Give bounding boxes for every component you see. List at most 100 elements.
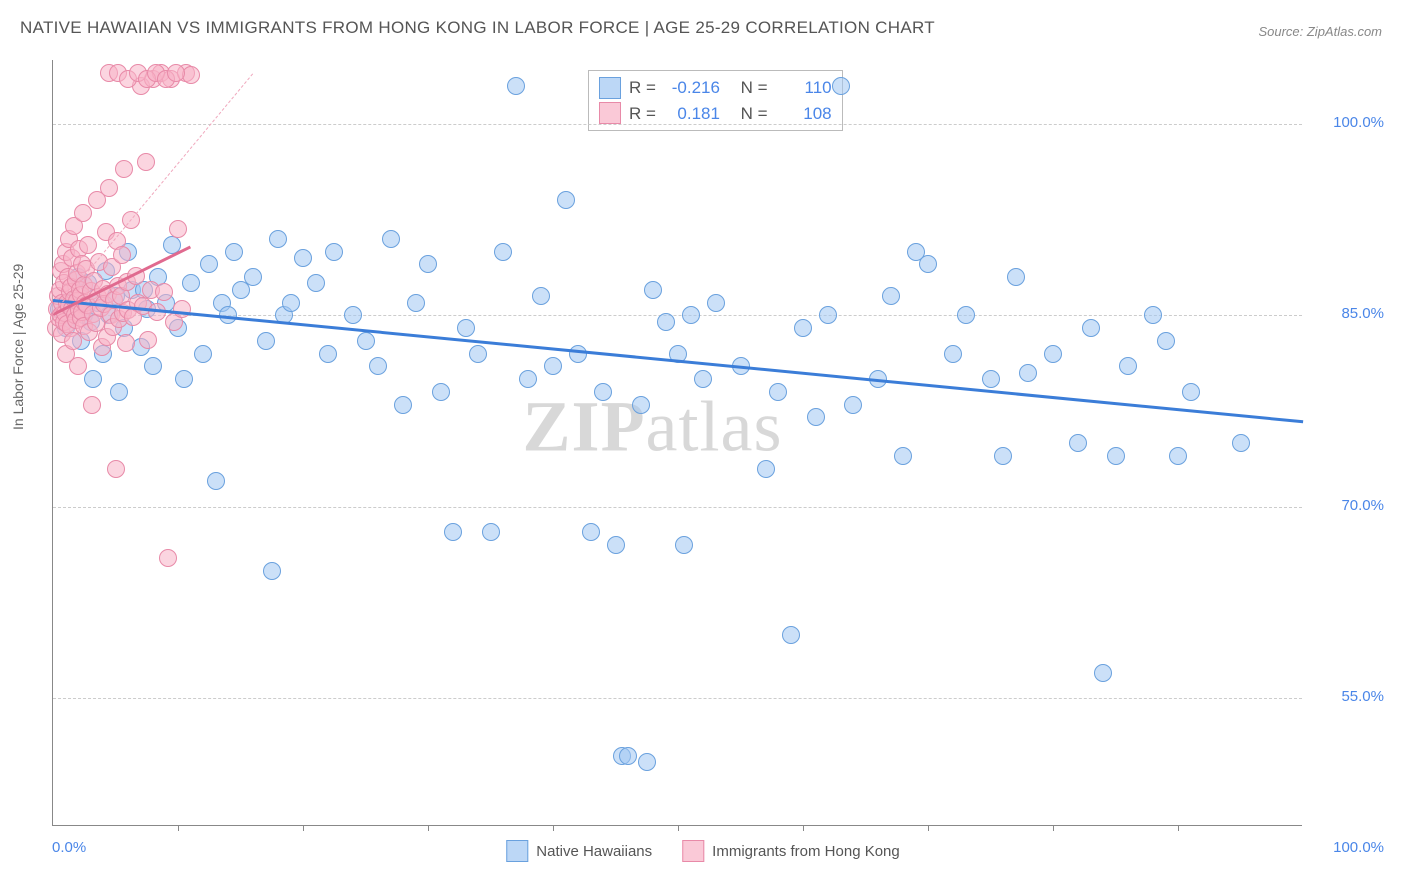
data-point-blue: [707, 294, 725, 312]
data-point-blue: [1232, 434, 1250, 452]
x-minor-tick: [428, 825, 429, 831]
data-point-blue: [794, 319, 812, 337]
legend-label-pink: Immigrants from Hong Kong: [712, 843, 900, 860]
data-point-blue: [207, 472, 225, 490]
data-point-pink: [83, 396, 101, 414]
data-point-pink: [69, 357, 87, 375]
data-point-blue: [919, 255, 937, 273]
data-point-blue: [619, 747, 637, 765]
data-point-blue: [519, 370, 537, 388]
data-point-blue: [1144, 306, 1162, 324]
data-point-blue: [632, 396, 650, 414]
data-point-blue: [882, 287, 900, 305]
data-point-pink: [100, 179, 118, 197]
data-point-blue: [832, 77, 850, 95]
data-point-blue: [1019, 364, 1037, 382]
data-point-blue: [282, 294, 300, 312]
data-point-blue: [1157, 332, 1175, 350]
data-point-blue: [419, 255, 437, 273]
x-minor-tick: [928, 825, 929, 831]
correlation-info-box: R = -0.216 N = 110 R = 0.181 N = 108: [588, 70, 843, 131]
data-point-blue: [482, 523, 500, 541]
y-axis-label: In Labor Force | Age 25-29: [10, 264, 26, 430]
data-point-blue: [263, 562, 281, 580]
x-minor-tick: [1178, 825, 1179, 831]
x-minor-tick: [303, 825, 304, 831]
data-point-pink: [173, 300, 191, 318]
info-row-pink: R = 0.181 N = 108: [599, 101, 832, 127]
correlation-chart: NATIVE HAWAIIAN VS IMMIGRANTS FROM HONG …: [0, 0, 1406, 892]
data-point-blue: [369, 357, 387, 375]
data-point-blue: [532, 287, 550, 305]
data-point-blue: [1182, 383, 1200, 401]
data-point-blue: [110, 383, 128, 401]
x-tick-max: 100.0%: [1333, 839, 1384, 856]
source-label: Source: ZipAtlas.com: [1258, 24, 1382, 39]
data-point-blue: [569, 345, 587, 363]
data-point-blue: [507, 77, 525, 95]
data-point-blue: [257, 332, 275, 350]
info-row-blue: R = -0.216 N = 110: [599, 75, 832, 101]
data-point-blue: [594, 383, 612, 401]
data-point-blue: [1082, 319, 1100, 337]
data-point-blue: [807, 408, 825, 426]
data-point-blue: [225, 243, 243, 261]
n-label: N =: [741, 101, 768, 127]
data-point-blue: [307, 274, 325, 292]
r-label: R =: [629, 101, 656, 127]
x-minor-tick: [678, 825, 679, 831]
data-point-pink: [115, 160, 133, 178]
data-point-blue: [994, 447, 1012, 465]
data-point-blue: [294, 249, 312, 267]
n-value-pink: 108: [776, 101, 832, 127]
data-point-blue: [432, 383, 450, 401]
data-point-blue: [244, 268, 262, 286]
data-point-blue: [457, 319, 475, 337]
x-tick-min: 0.0%: [52, 839, 86, 856]
data-point-pink: [117, 334, 135, 352]
data-point-blue: [194, 345, 212, 363]
data-point-blue: [407, 294, 425, 312]
data-point-pink: [107, 460, 125, 478]
data-point-blue: [325, 243, 343, 261]
data-point-blue: [657, 313, 675, 331]
data-point-blue: [1044, 345, 1062, 363]
data-point-blue: [469, 345, 487, 363]
data-point-blue: [319, 345, 337, 363]
data-point-blue: [1007, 268, 1025, 286]
data-point-blue: [607, 536, 625, 554]
data-point-pink: [137, 153, 155, 171]
data-point-blue: [444, 523, 462, 541]
data-point-pink: [74, 204, 92, 222]
data-point-blue: [894, 447, 912, 465]
data-point-blue: [582, 523, 600, 541]
data-point-blue: [382, 230, 400, 248]
data-point-blue: [757, 460, 775, 478]
data-point-pink: [139, 331, 157, 349]
data-point-blue: [544, 357, 562, 375]
data-point-blue: [344, 306, 362, 324]
plot-area: ZIPatlas R = -0.216 N = 110 R = 0.181 N …: [52, 60, 1302, 826]
n-label: N =: [741, 75, 768, 101]
data-point-blue: [1169, 447, 1187, 465]
data-point-blue: [357, 332, 375, 350]
watermark: ZIPatlas: [523, 386, 783, 469]
data-point-blue: [844, 396, 862, 414]
data-point-blue: [84, 370, 102, 388]
grid-line: [53, 124, 1302, 125]
chart-title: NATIVE HAWAIIAN VS IMMIGRANTS FROM HONG …: [20, 18, 935, 38]
y-tick-label: 55.0%: [1341, 688, 1384, 705]
y-tick-label: 70.0%: [1341, 497, 1384, 514]
x-minor-tick: [553, 825, 554, 831]
grid-line: [53, 507, 1302, 508]
data-point-blue: [557, 191, 575, 209]
data-point-blue: [782, 626, 800, 644]
r-value-pink: 0.181: [664, 101, 720, 127]
data-point-pink: [64, 332, 82, 350]
data-point-pink: [79, 236, 97, 254]
grid-line: [53, 698, 1302, 699]
data-point-pink: [155, 283, 173, 301]
r-value-blue: -0.216: [664, 75, 720, 101]
swatch-pink-icon: [599, 102, 621, 124]
data-point-blue: [944, 345, 962, 363]
